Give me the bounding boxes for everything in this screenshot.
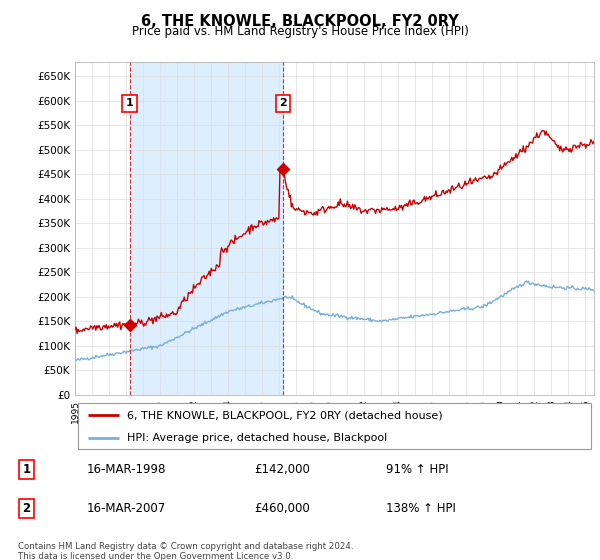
FancyBboxPatch shape [77,404,592,449]
Text: 6, THE KNOWLE, BLACKPOOL, FY2 0RY (detached house): 6, THE KNOWLE, BLACKPOOL, FY2 0RY (detac… [127,410,443,421]
Text: 2: 2 [279,98,287,108]
Text: £460,000: £460,000 [254,502,310,515]
Text: 1: 1 [126,98,133,108]
Text: HPI: Average price, detached house, Blackpool: HPI: Average price, detached house, Blac… [127,433,387,443]
Text: 16-MAR-2007: 16-MAR-2007 [87,502,166,515]
Text: Price paid vs. HM Land Registry's House Price Index (HPI): Price paid vs. HM Land Registry's House … [131,25,469,38]
Text: 91% ↑ HPI: 91% ↑ HPI [386,463,449,476]
Bar [130,62,283,395]
Text: Contains HM Land Registry data © Crown copyright and database right 2024.
This d: Contains HM Land Registry data © Crown c… [18,542,353,560]
Text: 2: 2 [22,502,31,515]
Text: 138% ↑ HPI: 138% ↑ HPI [386,502,456,515]
Text: 1: 1 [22,463,31,476]
Text: 6, THE KNOWLE, BLACKPOOL, FY2 0RY: 6, THE KNOWLE, BLACKPOOL, FY2 0RY [141,14,459,29]
Text: £142,000: £142,000 [254,463,310,476]
Text: 16-MAR-1998: 16-MAR-1998 [87,463,166,476]
